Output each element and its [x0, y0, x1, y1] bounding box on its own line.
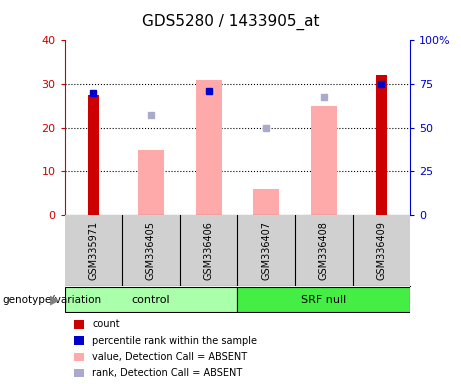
Text: GSM335971: GSM335971	[89, 221, 98, 280]
Bar	[253, 189, 279, 215]
Text: GSM336407: GSM336407	[261, 221, 271, 280]
Bar	[311, 106, 337, 215]
Text: value, Detection Call = ABSENT: value, Detection Call = ABSENT	[92, 352, 247, 362]
Text: SRF null: SRF null	[301, 295, 347, 305]
Bar	[376, 75, 387, 215]
Text: GSM336405: GSM336405	[146, 221, 156, 280]
Text: control: control	[132, 295, 170, 305]
Text: count: count	[92, 319, 120, 329]
Text: GSM336408: GSM336408	[319, 221, 329, 280]
Text: ▶: ▶	[50, 293, 60, 306]
Bar	[65, 287, 237, 312]
Text: rank, Detection Call = ABSENT: rank, Detection Call = ABSENT	[92, 368, 242, 378]
Text: genotype/variation: genotype/variation	[2, 295, 101, 305]
Text: GSM336406: GSM336406	[204, 221, 213, 280]
Bar	[195, 79, 222, 215]
Text: GDS5280 / 1433905_at: GDS5280 / 1433905_at	[142, 13, 319, 30]
Text: GSM336409: GSM336409	[377, 221, 386, 280]
Text: percentile rank within the sample: percentile rank within the sample	[92, 336, 257, 346]
Bar	[88, 95, 99, 215]
Bar	[138, 149, 164, 215]
Bar	[237, 287, 410, 312]
